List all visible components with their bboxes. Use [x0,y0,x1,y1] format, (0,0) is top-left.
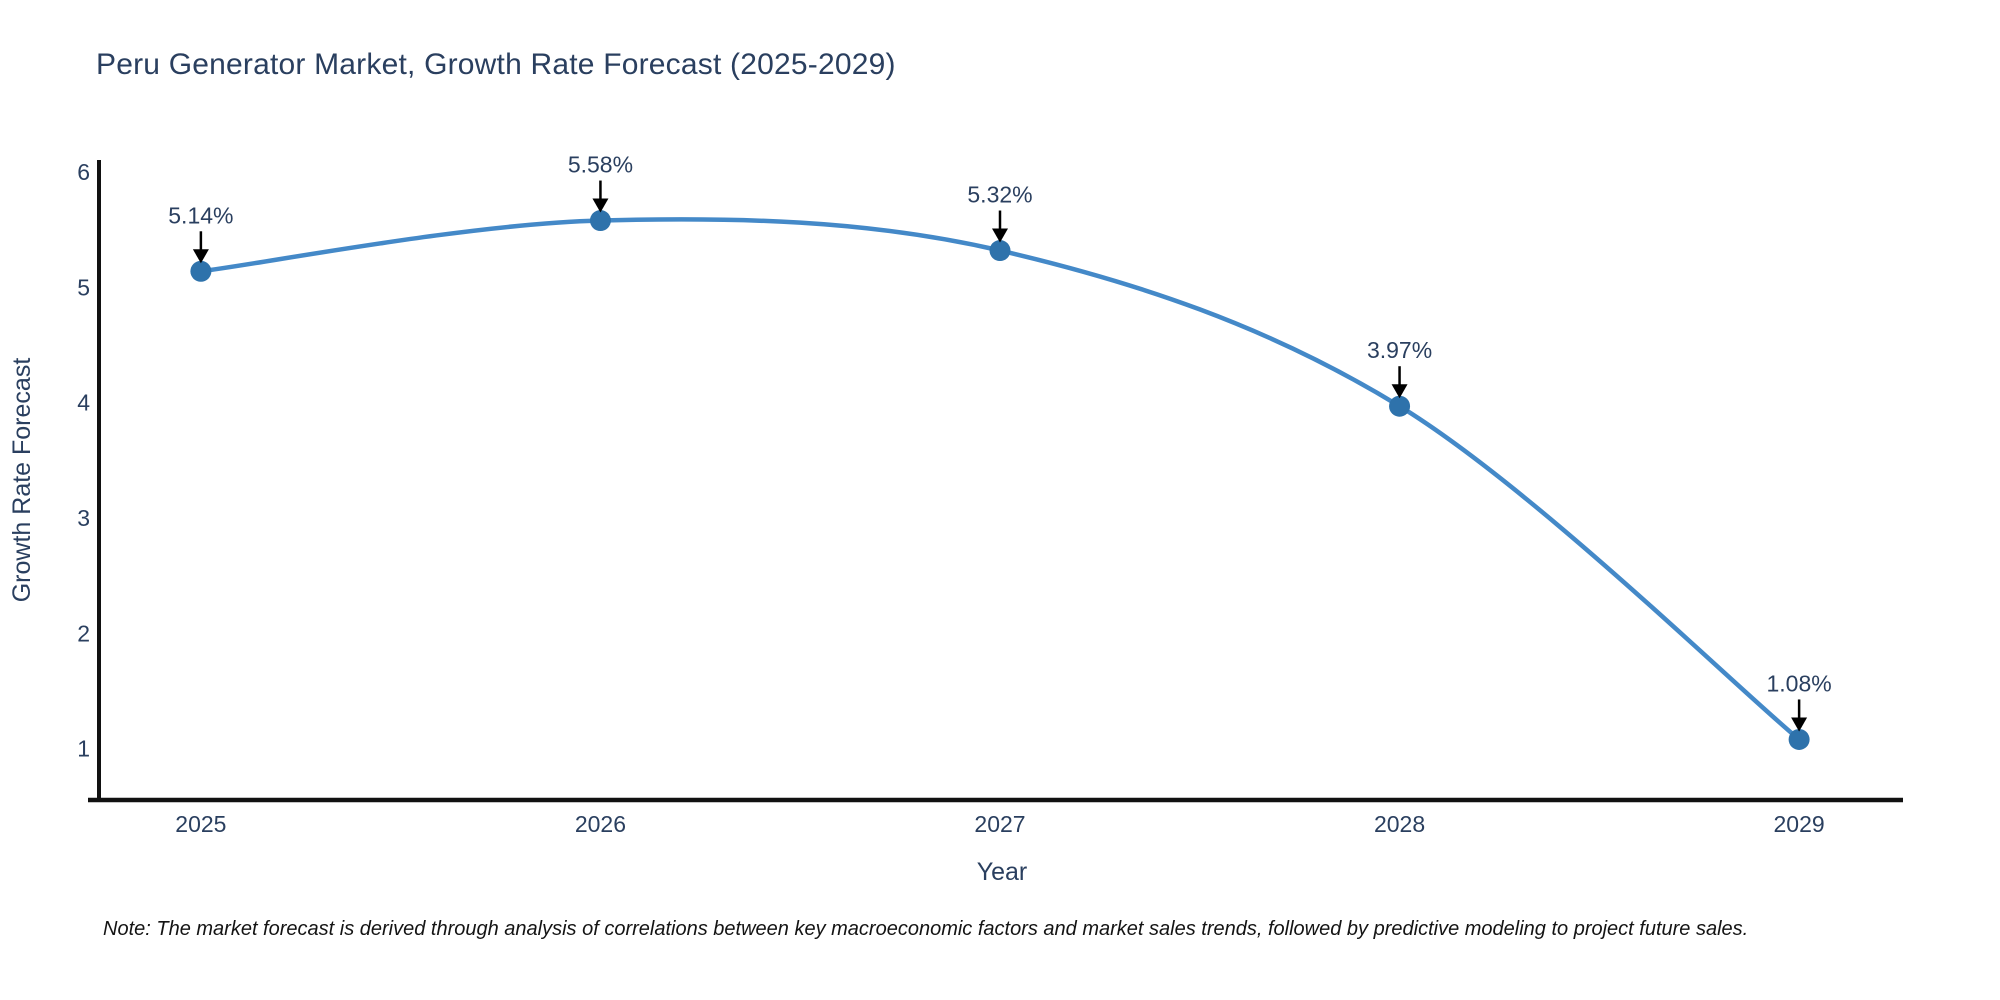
chart-title: Peru Generator Market, Growth Rate Forec… [96,48,896,81]
x-tick-label: 2026 [575,811,626,837]
y-tick-label: 6 [77,159,90,185]
y-tick-label: 3 [77,505,90,531]
annotation-arrowhead [992,228,1008,243]
data-point-2027[interactable] [989,240,1011,262]
x-axis-title: Year [977,858,1028,886]
y-tick-label: 4 [77,390,90,416]
annotation-arrowhead [1791,717,1808,732]
data-point-2028[interactable] [1389,395,1411,417]
annotation-arrowhead [192,249,209,264]
point-label-2025: 5.14% [168,202,233,228]
point-label-2029: 1.08% [1767,670,1832,696]
y-axis-title: Growth Rate Forecast [8,358,36,603]
data-point-2025[interactable] [190,260,212,282]
x-tick-label: 2029 [1774,811,1825,837]
annotation-arrowhead [592,198,609,213]
data-point-2026[interactable] [589,210,611,232]
x-tick-label: 2027 [974,811,1025,837]
point-label-2026: 5.58% [568,152,633,178]
point-label-2028: 3.97% [1367,337,1432,363]
x-tick-label: 2028 [1374,811,1425,837]
data-point-2029[interactable] [1788,728,1810,750]
footnote: Note: The market forecast is derived thr… [103,918,1749,940]
y-tick-label: 1 [77,736,90,762]
annotation-arrowhead [1391,384,1408,399]
y-tick-label: 2 [77,620,90,646]
y-tick-label: 5 [77,274,90,300]
point-label-2027: 5.32% [967,182,1032,208]
x-tick-label: 2025 [175,811,226,837]
forecast-line [198,217,1802,742]
